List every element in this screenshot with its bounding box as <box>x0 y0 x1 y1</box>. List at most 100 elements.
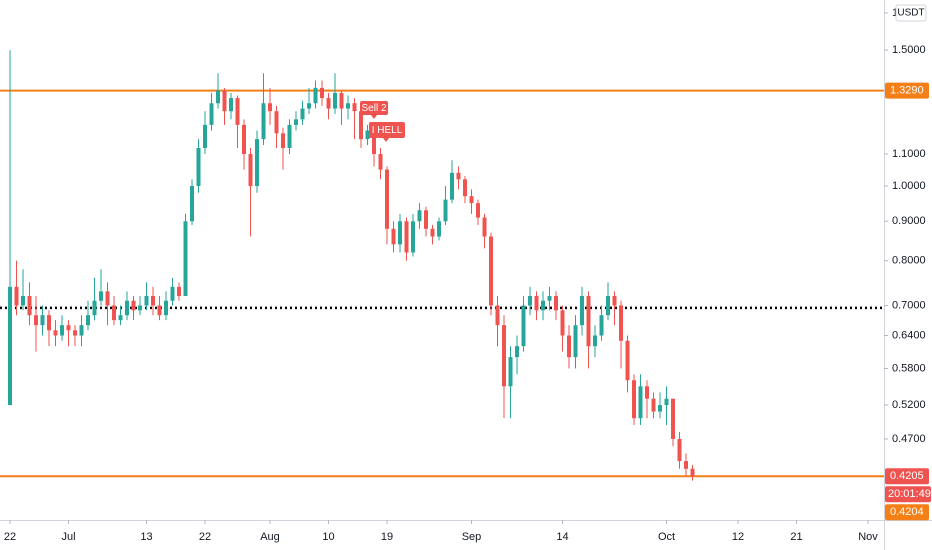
price-tag-box <box>885 468 929 485</box>
candle-body <box>229 98 234 112</box>
x-tick-label: Aug <box>260 531 280 543</box>
candle-body <box>125 300 130 316</box>
axes: 1 1.5000 1.1000 1.0000 0.9000 0.8000 0.7000 0.6… <box>4 7 926 543</box>
candle-body <box>385 169 390 229</box>
price-tag-label: 0.4205 <box>890 470 924 482</box>
candle-body <box>183 221 188 297</box>
candle-body <box>216 90 221 104</box>
candle-body <box>638 386 643 419</box>
candle-body <box>326 98 331 109</box>
candle-body <box>573 325 578 358</box>
candle-body <box>463 179 468 197</box>
annotation-pointer <box>383 138 389 142</box>
candle-body <box>606 296 611 316</box>
candle-body <box>437 221 442 237</box>
annotation-sell: Sell 2 <box>360 101 388 119</box>
candle-body <box>651 398 656 412</box>
candle-body <box>307 103 312 109</box>
candle-body <box>352 103 357 112</box>
candle-body <box>534 296 539 311</box>
candle-body <box>450 172 455 200</box>
price-tag: 1.3290 <box>885 82 929 99</box>
candle-body <box>138 305 143 311</box>
candle-body <box>8 286 13 406</box>
x-tick-label: 22 <box>199 531 211 543</box>
candle-body <box>60 325 65 336</box>
candle-body <box>521 305 526 347</box>
price-tag: 0.4205 <box>885 468 929 485</box>
x-tick-label: 22 <box>4 531 16 543</box>
candle-body <box>677 438 682 462</box>
candle-body <box>339 92 344 109</box>
countdown-box <box>885 486 931 503</box>
candle-body <box>203 124 208 148</box>
x-tick-label: 12 <box>732 531 744 543</box>
candle-body <box>567 335 572 358</box>
y-tick-label: 0.5800 <box>892 362 926 374</box>
x-tick-label: 19 <box>381 531 393 543</box>
candle-body <box>222 90 227 112</box>
candle-body <box>411 221 416 253</box>
candle-body <box>593 335 598 347</box>
candle-body <box>430 228 435 237</box>
annotation-hell: I HELL <box>369 122 405 142</box>
candle-body <box>359 111 364 140</box>
candle-body <box>456 172 461 180</box>
candle-body <box>40 315 45 326</box>
candle-body <box>404 221 409 253</box>
candle-body <box>274 111 279 134</box>
candle-body <box>196 147 201 186</box>
candle-body <box>313 87 318 104</box>
x-tick-label: Nov <box>858 531 878 543</box>
candle-body <box>320 87 325 99</box>
candle-body <box>586 296 591 347</box>
candle-body <box>248 154 253 186</box>
candle-body <box>625 340 630 381</box>
unit-label: USDT <box>897 8 924 19</box>
candle-body <box>346 103 351 109</box>
candle-body <box>112 305 117 321</box>
candle-body <box>554 296 559 311</box>
x-tick-label: 21 <box>790 531 802 543</box>
candle-body <box>443 199 448 222</box>
candle-body <box>268 103 273 112</box>
candle-body <box>27 296 32 316</box>
candle-body <box>378 154 383 170</box>
candle-body <box>118 315 123 321</box>
candle-body <box>424 210 429 229</box>
candle-body <box>541 300 546 311</box>
candle-body <box>99 291 104 301</box>
candle-body <box>53 330 58 336</box>
candle-body <box>664 398 669 406</box>
price-tag-box <box>885 82 929 99</box>
annotation-pointer <box>371 115 377 119</box>
x-tick-label: Sep <box>462 531 482 543</box>
candle-body <box>47 315 52 331</box>
y-tick-label: 0.9000 <box>892 215 926 227</box>
price-tag-label: 1.3290 <box>890 85 924 97</box>
candle-body <box>170 286 175 301</box>
candle-body <box>515 346 520 358</box>
candle-body <box>632 380 637 419</box>
y-tick-label: 0.8000 <box>892 255 926 267</box>
candle-body <box>255 139 260 186</box>
candle-body <box>508 357 513 387</box>
y-tick-label: 1.1000 <box>892 148 926 160</box>
candle-body <box>495 305 500 326</box>
unit-box <box>895 4 927 22</box>
candle-body <box>294 119 299 125</box>
y-tick-label: 0.7000 <box>892 299 926 311</box>
candle-body <box>177 286 182 297</box>
candle-body <box>21 296 26 306</box>
candle-body <box>235 98 240 125</box>
candle-body <box>482 217 487 237</box>
candle-body <box>560 310 565 336</box>
price-tag: 0.4204 <box>885 504 929 521</box>
candle-body <box>131 300 136 311</box>
candle-body <box>580 296 585 326</box>
candle-body <box>489 236 494 306</box>
candle-body <box>209 103 214 125</box>
candle-body <box>34 315 39 326</box>
y-tick-label: 0.5200 <box>892 399 926 411</box>
